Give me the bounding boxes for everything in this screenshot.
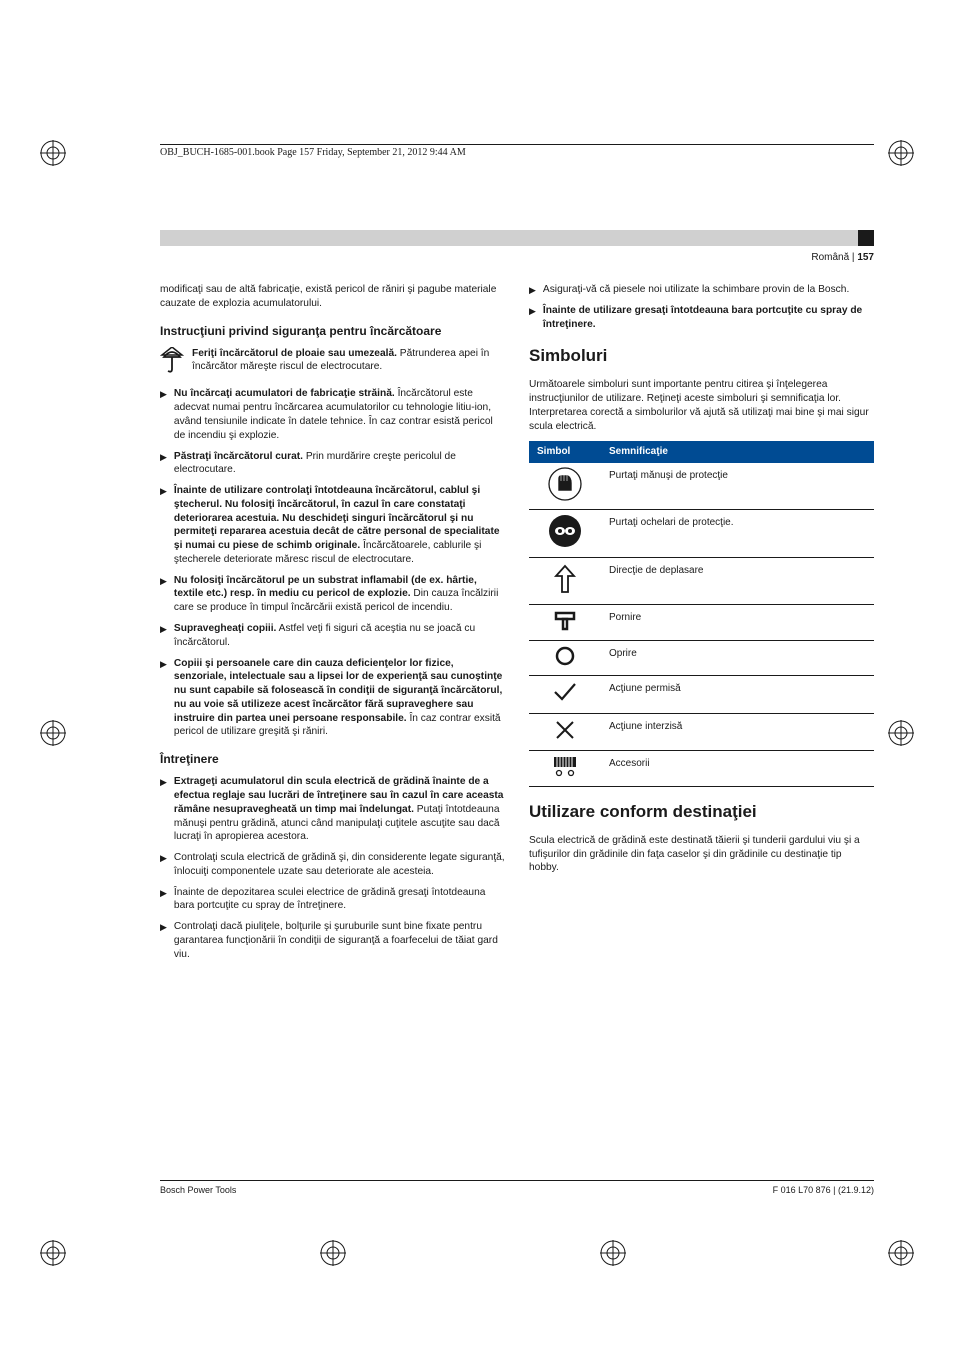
- symbols-table: SimbolSemnificaţie Purtaţi mănuşi de pro…: [529, 441, 874, 787]
- bullet-text: Extrageţi acumulatorul din scula electri…: [174, 775, 505, 844]
- page-header: Română | 157: [160, 252, 874, 263]
- intended-use-heading: Utilizare conform destinaţiei: [529, 801, 874, 824]
- triangle-bullet-icon: ▶: [160, 388, 167, 442]
- bullet-text: Copiii şi persoanele care din cauza defi…: [174, 657, 505, 740]
- accessory-icon: [529, 751, 601, 787]
- triangle-bullet-icon: ▶: [160, 776, 167, 844]
- registration-mark: [888, 1240, 914, 1266]
- gloves-icon: [529, 463, 601, 510]
- bullet-text: Nu folosiţi încărcătorul pe un substrat …: [174, 574, 505, 615]
- footer-brand: Bosch Power Tools: [160, 1185, 236, 1195]
- footer-docnum: F 016 L70 876 | (21.9.12): [773, 1185, 874, 1195]
- symbols-intro: Următoarele simboluri sunt importante pe…: [529, 378, 874, 433]
- triangle-bullet-icon: ▶: [160, 658, 167, 740]
- bullet-text: Înainte de utilizare gresaţi întotdeauna…: [543, 304, 874, 332]
- registration-mark: [40, 720, 66, 746]
- stop-symbol-icon: [529, 640, 601, 676]
- intended-use-body: Scula electrică de grădină este destinat…: [529, 834, 874, 875]
- table-cell: Purtaţi ochelari de protecţie.: [601, 510, 874, 558]
- table-cell: Oprire: [601, 640, 874, 676]
- goggles-icon: [529, 510, 601, 558]
- triangle-bullet-icon: ▶: [529, 284, 536, 297]
- header-rule: [160, 144, 874, 145]
- registration-mark: [600, 1240, 626, 1266]
- direction-arrow-icon: [529, 557, 601, 605]
- maintenance-heading: Întreţinere: [160, 751, 505, 767]
- checkmark-icon: [529, 676, 601, 714]
- triangle-bullet-icon: ▶: [160, 623, 167, 650]
- table-cell: Pornire: [601, 605, 874, 641]
- triangle-bullet-icon: ▶: [160, 485, 167, 567]
- bullet-text: Păstraţi încărcătorul curat. Prin murdăr…: [174, 450, 505, 478]
- table-cell: Acţiune permisă: [601, 676, 874, 714]
- umbrella-warning-text: Feriţi încărcătorul de ploaie sau umezea…: [192, 347, 505, 380]
- bullet-text: Înainte de depozitarea sculei electrice …: [174, 886, 505, 914]
- start-symbol-icon: [529, 605, 601, 641]
- triangle-bullet-icon: ▶: [160, 852, 167, 879]
- bullet-text: Supravegheaţi copiii. Astfel veţi fi sig…: [174, 622, 505, 650]
- cross-icon: [529, 713, 601, 751]
- table-header-symbol: Simbol: [529, 441, 601, 463]
- table-cell: Acţiune interzisă: [601, 713, 874, 751]
- footer-rule: [160, 1180, 874, 1181]
- table-cell: Purtaţi mănuşi de protecţie: [601, 463, 874, 510]
- triangle-bullet-icon: ▶: [160, 451, 167, 478]
- bullet-text: Controlaţi scula electrică de grădină şi…: [174, 851, 505, 879]
- charger-safety-heading: Instrucţiuni privind siguranţa pentru în…: [160, 323, 505, 339]
- registration-mark: [888, 720, 914, 746]
- symbols-heading: Simboluri: [529, 345, 874, 368]
- bullet-text: Asiguraţi-vă că piesele noi utilizate la…: [543, 283, 874, 297]
- registration-mark: [40, 140, 66, 166]
- triangle-bullet-icon: ▶: [160, 575, 167, 615]
- registration-mark: [888, 140, 914, 166]
- bullet-text: Controlaţi dacă piuliţele, bolţurile şi …: [174, 920, 505, 961]
- table-header-meaning: Semnificaţie: [601, 441, 874, 463]
- bullet-text: Nu încărcaţi acumulatori de fabricaţie s…: [174, 387, 505, 442]
- triangle-bullet-icon: ▶: [160, 921, 167, 961]
- top-grey-bar: [160, 230, 874, 246]
- table-cell: Direcţie de deplasare: [601, 557, 874, 605]
- intro-fragment: modificaţi sau de altă fabricaţie, exist…: [160, 283, 505, 311]
- header-filename: OBJ_BUCH-1685-001.book Page 157 Friday, …: [160, 147, 874, 158]
- registration-mark: [320, 1240, 346, 1266]
- table-cell: Accesorii: [601, 751, 874, 787]
- registration-mark: [40, 1240, 66, 1266]
- triangle-bullet-icon: ▶: [160, 887, 167, 914]
- umbrella-warning-icon: [160, 347, 184, 380]
- bullet-text: Înainte de utilizare controlaţi întotdea…: [174, 484, 505, 567]
- triangle-bullet-icon: ▶: [529, 305, 536, 332]
